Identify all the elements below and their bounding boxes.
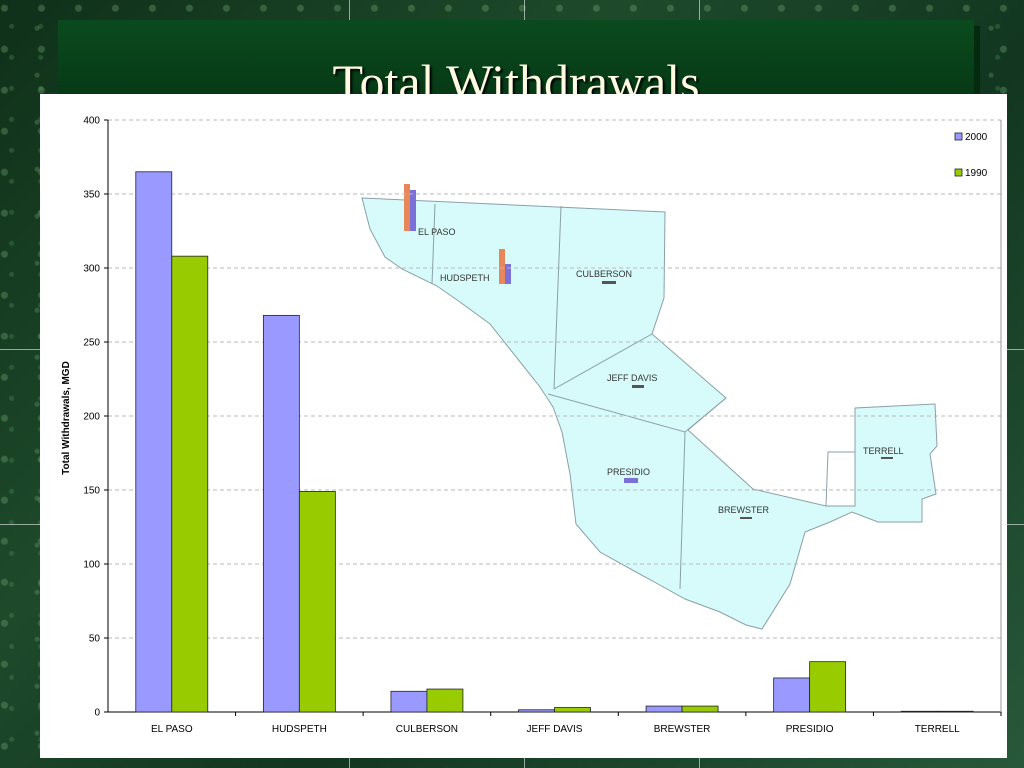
bar-2000-brewster [645, 705, 683, 713]
map-label-brewster: BREWSTER [718, 505, 770, 515]
bar-1990-presidio [809, 661, 847, 713]
bar-2000-hudspeth [262, 314, 300, 713]
x-tick-label: HUDSPETH [272, 724, 327, 735]
bar-2000-terrell [900, 710, 938, 713]
y-tick-label: 100 [83, 560, 100, 571]
y-tick-label: 400 [83, 116, 100, 127]
x-tick-labels: EL PASO HUDSPETH CULBERSON JEFF DAVIS BREWST… [151, 724, 960, 735]
map-label-terrell: TERRELL [863, 446, 904, 456]
map-labels: EL PASO HUDSPETH CULBERSON JEFF DAVIS PR… [418, 227, 904, 515]
bars [135, 171, 974, 713]
map-outline [361, 197, 938, 630]
legend: 2000 1990 [954, 132, 988, 179]
gridlines [108, 119, 1001, 639]
bar-2000-presidio [773, 677, 811, 713]
chart-panel: EL PASO HUDSPETH CULBERSON JEFF DAVIS PR… [40, 94, 1007, 758]
bar-1990-el-paso [171, 255, 209, 713]
map-label-culberson: CULBERSON [576, 269, 632, 279]
y-tick-label: 200 [83, 412, 100, 423]
y-tick-label: 150 [83, 486, 100, 497]
legend-swatch-1990 [954, 168, 963, 177]
y-tick-label: 350 [83, 190, 100, 201]
x-tick-label: CULBERSON [396, 724, 458, 735]
x-tick-label: TERRELL [915, 724, 960, 735]
x-tick-label: JEFF DAVIS [527, 724, 583, 735]
map-label-hudspeth: HUDSPETH [440, 273, 490, 283]
map-label-el-paso: EL PASO [418, 227, 456, 237]
county-borders [431, 203, 855, 590]
x-tick-label: PRESIDIO [786, 724, 834, 735]
y-tick-label: 300 [83, 264, 100, 275]
map-label-jeff-davis: JEFF DAVIS [607, 373, 657, 383]
bar-2000-el-paso [135, 171, 173, 713]
county-map: EL PASO HUDSPETH CULBERSON JEFF DAVIS PR… [361, 184, 938, 630]
y-tick-label: 250 [83, 338, 100, 349]
map-label-presidio: PRESIDIO [607, 467, 650, 477]
y-tick-label: 0 [94, 708, 100, 719]
bar-1990-terrell [936, 710, 974, 713]
bar-1990-culberson [426, 688, 464, 713]
x-tick-label: BREWSTER [654, 724, 711, 735]
bar-2000-culberson [390, 690, 428, 713]
bar-1990-jeff-davis [554, 707, 591, 713]
legend-label-2000: 2000 [965, 132, 988, 143]
y-tick-label: 50 [89, 634, 101, 645]
bar-1990-hudspeth [298, 491, 336, 713]
y-tick-labels: 0 50 100 150 200 250 300 350 400 [83, 116, 100, 719]
bar-chart: EL PASO HUDSPETH CULBERSON JEFF DAVIS PR… [61, 116, 1002, 735]
x-tick-label: EL PASO [151, 724, 193, 735]
y-axis-label: Total Withdrawals, MGD [61, 361, 72, 475]
bar-2000-jeff-davis [518, 709, 555, 713]
legend-swatch-2000 [954, 132, 963, 141]
legend-label-1990: 1990 [965, 168, 988, 179]
bar-1990-brewster [681, 705, 719, 713]
map-mini-bars [404, 184, 893, 519]
